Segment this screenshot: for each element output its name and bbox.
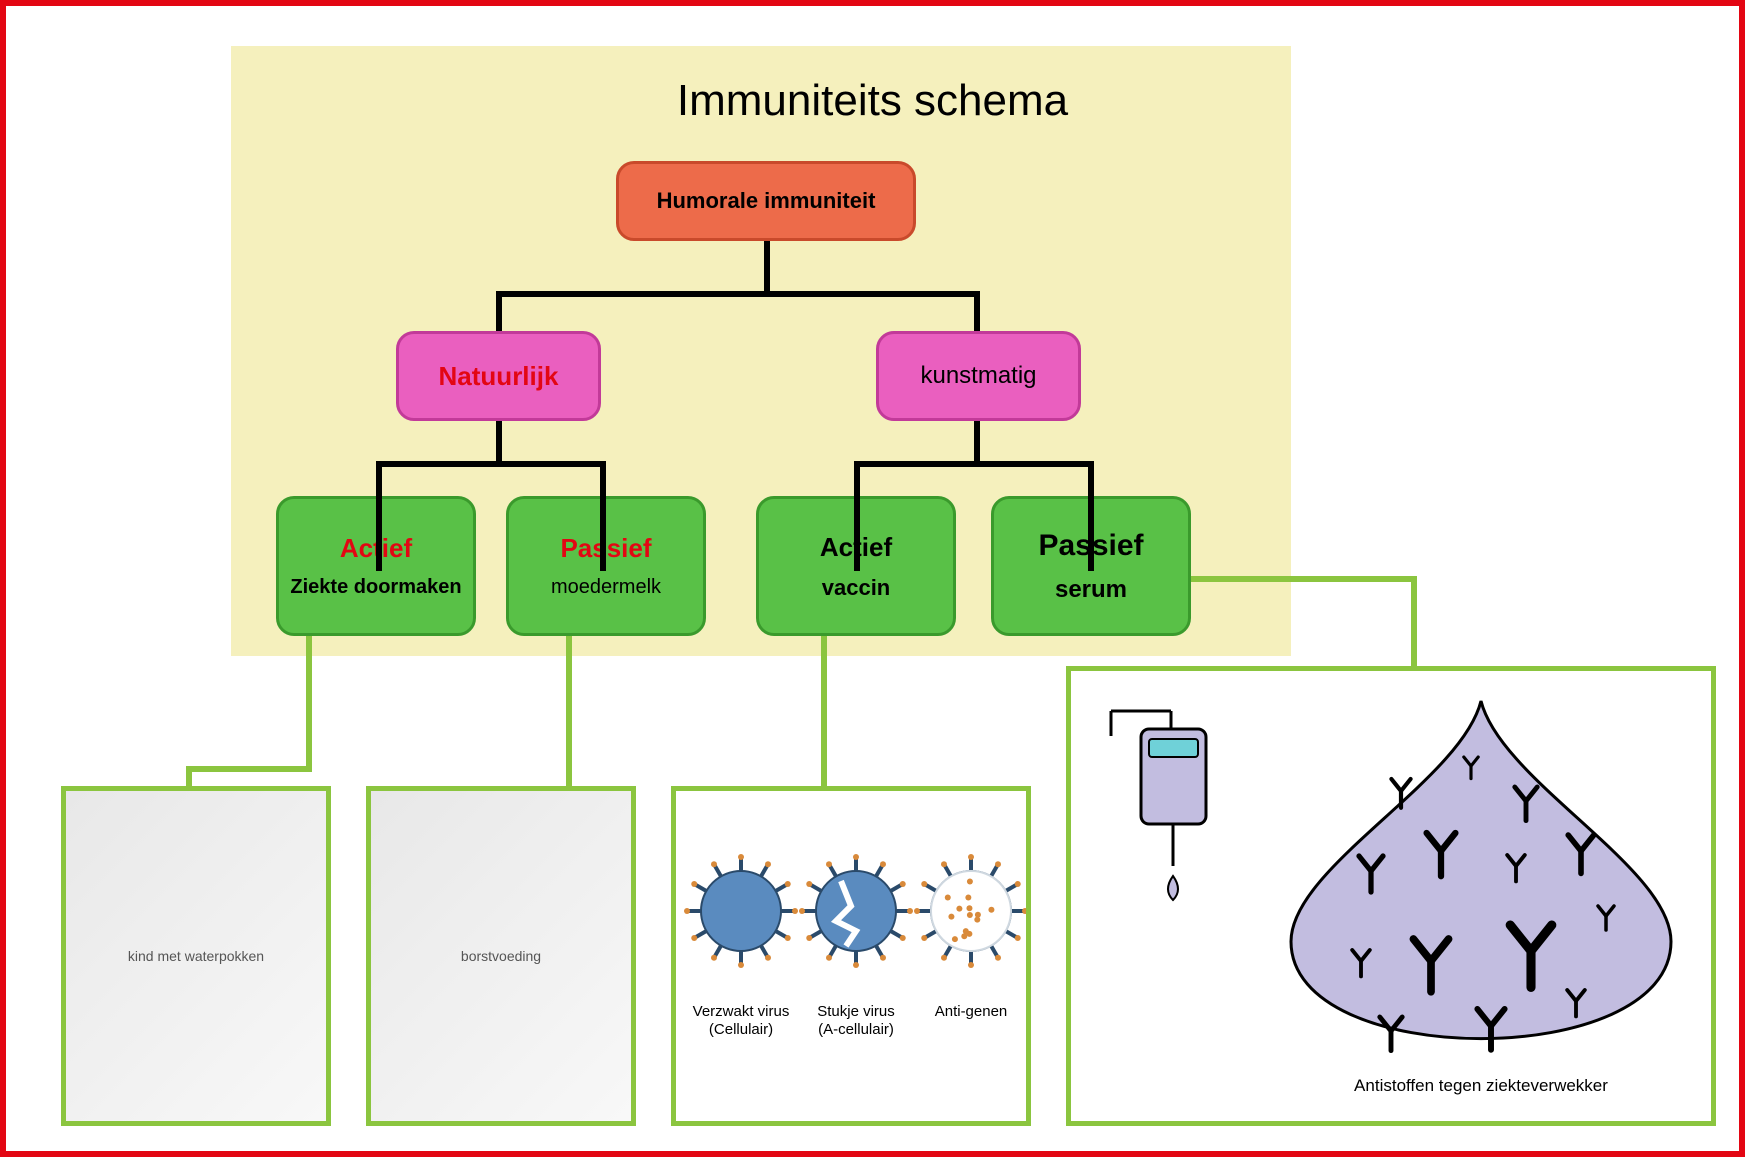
connector-line-green xyxy=(186,766,192,786)
image-box-serum: Antistoffen tegen ziekteverwekker xyxy=(1066,666,1716,1126)
node-natuurlijk: Natuurlijk xyxy=(396,331,601,421)
svg-text:(A-cellulair): (A-cellulair) xyxy=(818,1021,894,1038)
node-subtitle: serum xyxy=(1055,575,1127,605)
node-label: Humorale immuniteit xyxy=(657,187,876,215)
svg-text:Stukje virus: Stukje virus xyxy=(817,1003,895,1020)
image-box-vaccin: Verzwakt virus(Cellulair) Stukje virus(A-… xyxy=(671,786,1031,1126)
connector-line xyxy=(974,421,980,461)
node-label: kunstmatig xyxy=(920,361,1036,391)
photo-placeholder: kind met waterpokken xyxy=(66,791,326,1121)
connector-line-green xyxy=(306,636,312,766)
vaccine-illustration: Verzwakt virus(Cellulair) Stukje virus(A-… xyxy=(676,791,1026,1121)
connector-line-green xyxy=(186,766,312,772)
svg-text:Antistoffen tegen ziekteverwek: Antistoffen tegen ziekteverwekker xyxy=(1354,1076,1608,1095)
node-label: Natuurlijk xyxy=(439,360,559,393)
serum-illustration: Antistoffen tegen ziekteverwekker xyxy=(1071,671,1711,1121)
connector-line xyxy=(496,291,502,331)
connector-line-green xyxy=(821,636,827,786)
node-subtitle: vaccin xyxy=(822,574,891,602)
svg-text:(Cellulair): (Cellulair) xyxy=(709,1021,773,1038)
svg-text:Anti-genen: Anti-genen xyxy=(935,1003,1008,1020)
node-kunstmatig: kunstmatig xyxy=(876,331,1081,421)
connector-line-green xyxy=(1191,576,1411,582)
image-box-ziekte: kind met waterpokken xyxy=(61,786,331,1126)
diagram-title: Immuniteits schema xyxy=(6,76,1739,126)
connector-line xyxy=(854,461,1094,467)
connector-line xyxy=(600,461,606,571)
connector-line xyxy=(1088,461,1094,571)
connector-line xyxy=(974,291,980,331)
svg-text:Verzwakt virus: Verzwakt virus xyxy=(693,1003,790,1020)
connector-line-green xyxy=(566,636,572,786)
outer-frame: Immuniteits schema Humorale immuniteit N… xyxy=(0,0,1745,1157)
connector-line xyxy=(496,421,502,461)
photo-placeholder: borstvoeding xyxy=(371,791,631,1121)
node-subtitle: moedermelk xyxy=(551,575,661,600)
connector-line xyxy=(764,241,770,291)
node-natuurlijk-passief: Passief moedermelk xyxy=(506,496,706,636)
node-humorale-immuniteit: Humorale immuniteit xyxy=(616,161,916,241)
connector-line xyxy=(376,461,606,467)
connector-line xyxy=(496,291,980,297)
connector-line xyxy=(376,461,382,571)
image-box-moedermelk: borstvoeding xyxy=(366,786,636,1126)
connector-line-green xyxy=(1411,576,1417,666)
node-subtitle: Ziekte doormaken xyxy=(290,575,461,600)
connector-line xyxy=(854,461,860,571)
